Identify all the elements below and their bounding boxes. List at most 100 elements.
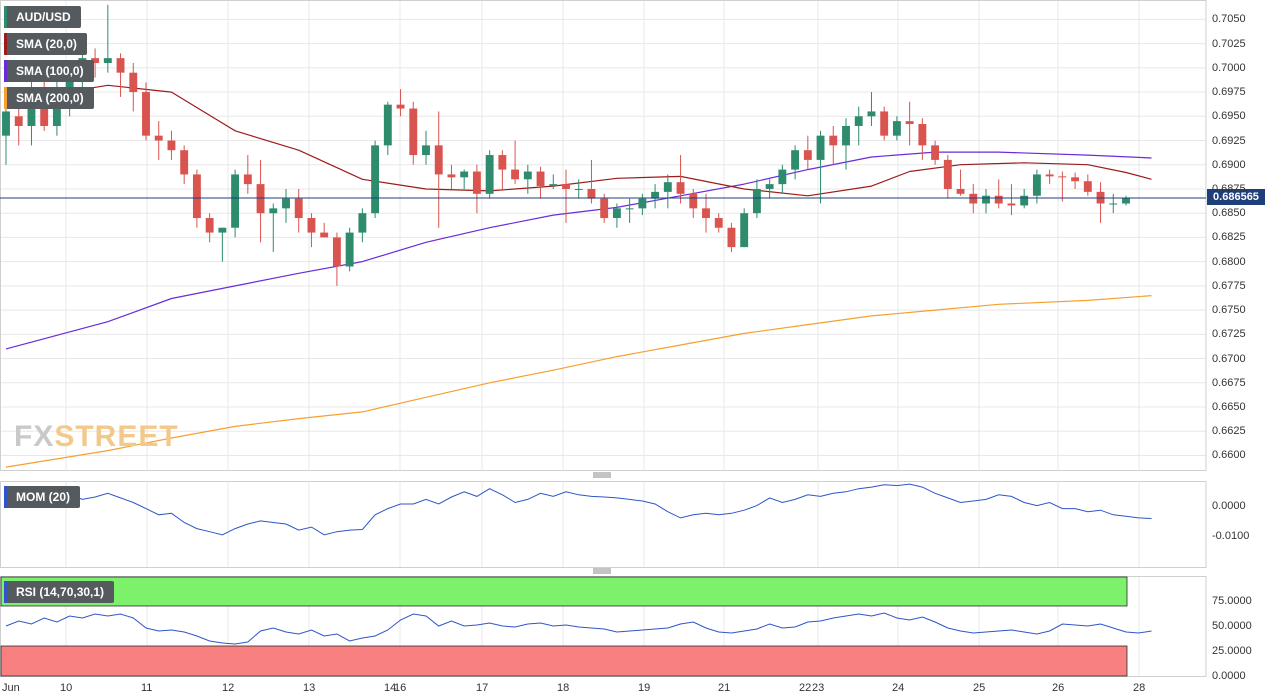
rsi-overbought-zone xyxy=(0,576,1128,607)
candle-body xyxy=(663,182,672,192)
legend-sma20[interactable]: SMA (20,0) xyxy=(4,33,87,55)
candle-body xyxy=(612,208,621,219)
candle-body xyxy=(358,213,367,233)
candle-body xyxy=(587,188,596,199)
candle-body xyxy=(142,92,150,136)
candle-body xyxy=(600,198,609,219)
legend-symbol[interactable]: AUD/USD xyxy=(4,6,81,28)
price-tick-label: 0.6850 xyxy=(1212,207,1246,220)
time-tick-label: 21 xyxy=(718,682,731,694)
candle-body xyxy=(434,145,443,175)
rsi-tick-label: 75.0000 xyxy=(1212,595,1252,607)
mom-tick-label: 0.0000 xyxy=(1212,499,1246,512)
candle-body xyxy=(1122,197,1130,204)
candle-body xyxy=(167,140,176,151)
candle-body xyxy=(396,104,405,109)
time-tick-label: 14 xyxy=(384,682,397,694)
price-tick-label: 0.6800 xyxy=(1212,255,1246,268)
time-tick-label: 25 xyxy=(973,682,986,694)
candle-body xyxy=(842,125,850,146)
candle-body xyxy=(562,184,570,189)
price-tick-label: 0.6900 xyxy=(1212,158,1246,171)
legend-sma200[interactable]: SMA (200,0) xyxy=(4,87,94,109)
candle-body xyxy=(409,108,418,156)
candle-body xyxy=(994,195,1003,204)
candle-body xyxy=(523,171,532,180)
panel-resize-handles[interactable] xyxy=(593,472,611,574)
fxstreet-logo: FXSTREET xyxy=(14,420,179,453)
candle-body xyxy=(854,116,863,126)
candle-body xyxy=(294,198,303,219)
candle-body xyxy=(460,171,469,178)
time-tick-label: 24 xyxy=(892,682,905,694)
rsi-tick-label: 25.0000 xyxy=(1212,645,1252,657)
candle-body xyxy=(714,218,723,228)
candle-body xyxy=(154,135,163,141)
rsi-oversold-zone xyxy=(0,645,1128,677)
candle-body xyxy=(803,150,812,160)
time-tick-label: 19 xyxy=(638,682,651,694)
candle-body xyxy=(651,191,660,199)
legend-sma100[interactable]: SMA (100,0) xyxy=(4,60,94,82)
price-tick-label: 0.6875 xyxy=(1212,182,1246,195)
candle-body xyxy=(129,72,138,93)
candle-body xyxy=(867,111,876,117)
rsi-tick-label: 50.0000 xyxy=(1212,620,1252,632)
candle-body xyxy=(14,116,23,126)
candle-body xyxy=(574,188,583,190)
candle-body xyxy=(943,159,952,189)
candle-body xyxy=(1071,177,1080,182)
time-tick-label: 16 xyxy=(394,682,407,694)
candle-body xyxy=(740,213,749,248)
mom-line xyxy=(5,483,1152,536)
price-tick-label: 0.6725 xyxy=(1212,328,1246,341)
candle-body xyxy=(1083,181,1092,192)
candle-body xyxy=(383,104,392,146)
candle-body xyxy=(205,218,214,233)
candle-body xyxy=(702,208,710,219)
time-tick-label: 23 xyxy=(812,682,825,694)
time-tick-label: 26 xyxy=(1052,682,1065,694)
candle-body xyxy=(472,171,481,194)
price-tick-label: 0.6625 xyxy=(1212,425,1246,438)
candles xyxy=(2,4,1130,286)
candle-body xyxy=(1045,174,1054,177)
candle-body xyxy=(752,188,761,214)
candle-body xyxy=(282,198,290,209)
candle-body xyxy=(676,182,685,194)
time-tick-label: 22 xyxy=(799,682,812,694)
candle-body xyxy=(371,145,380,214)
candle-body xyxy=(625,208,634,210)
price-tick-label: 0.6700 xyxy=(1212,352,1246,365)
price-tick-label: 0.7025 xyxy=(1212,37,1246,50)
candle-body xyxy=(218,227,227,233)
mom-path xyxy=(5,483,1152,536)
candle-body xyxy=(778,169,787,185)
rsi-tick-label: 0.0000 xyxy=(1212,670,1246,682)
candle-body xyxy=(40,101,49,126)
candle-body xyxy=(956,188,965,194)
sma200-line xyxy=(5,295,1152,468)
candle-body xyxy=(231,174,240,228)
time-tick-label: 11 xyxy=(141,682,153,694)
candle-body xyxy=(536,171,545,187)
price-tick-label: 0.6925 xyxy=(1212,134,1246,147)
candle-body xyxy=(116,58,125,73)
time-tick-label: 10 xyxy=(60,682,73,694)
legend-mom[interactable]: MOM (20) xyxy=(4,486,80,508)
candle-body xyxy=(892,121,901,136)
sma200-path xyxy=(5,295,1152,468)
time-tick-label: 28 xyxy=(1133,682,1146,694)
candle-body xyxy=(1032,174,1041,196)
grid-lines xyxy=(0,0,1206,676)
panel-frame xyxy=(0,576,1207,677)
legend-rsi[interactable]: RSI (14,70,30,1) xyxy=(4,581,115,603)
candle-body xyxy=(345,232,354,267)
candle-body xyxy=(511,169,520,180)
candle-body xyxy=(549,184,558,187)
sma20-path xyxy=(5,84,1152,197)
price-tick-label: 0.6775 xyxy=(1212,279,1246,292)
candle-body xyxy=(816,135,825,160)
candle-body xyxy=(982,195,990,204)
candle-body xyxy=(1020,195,1029,206)
